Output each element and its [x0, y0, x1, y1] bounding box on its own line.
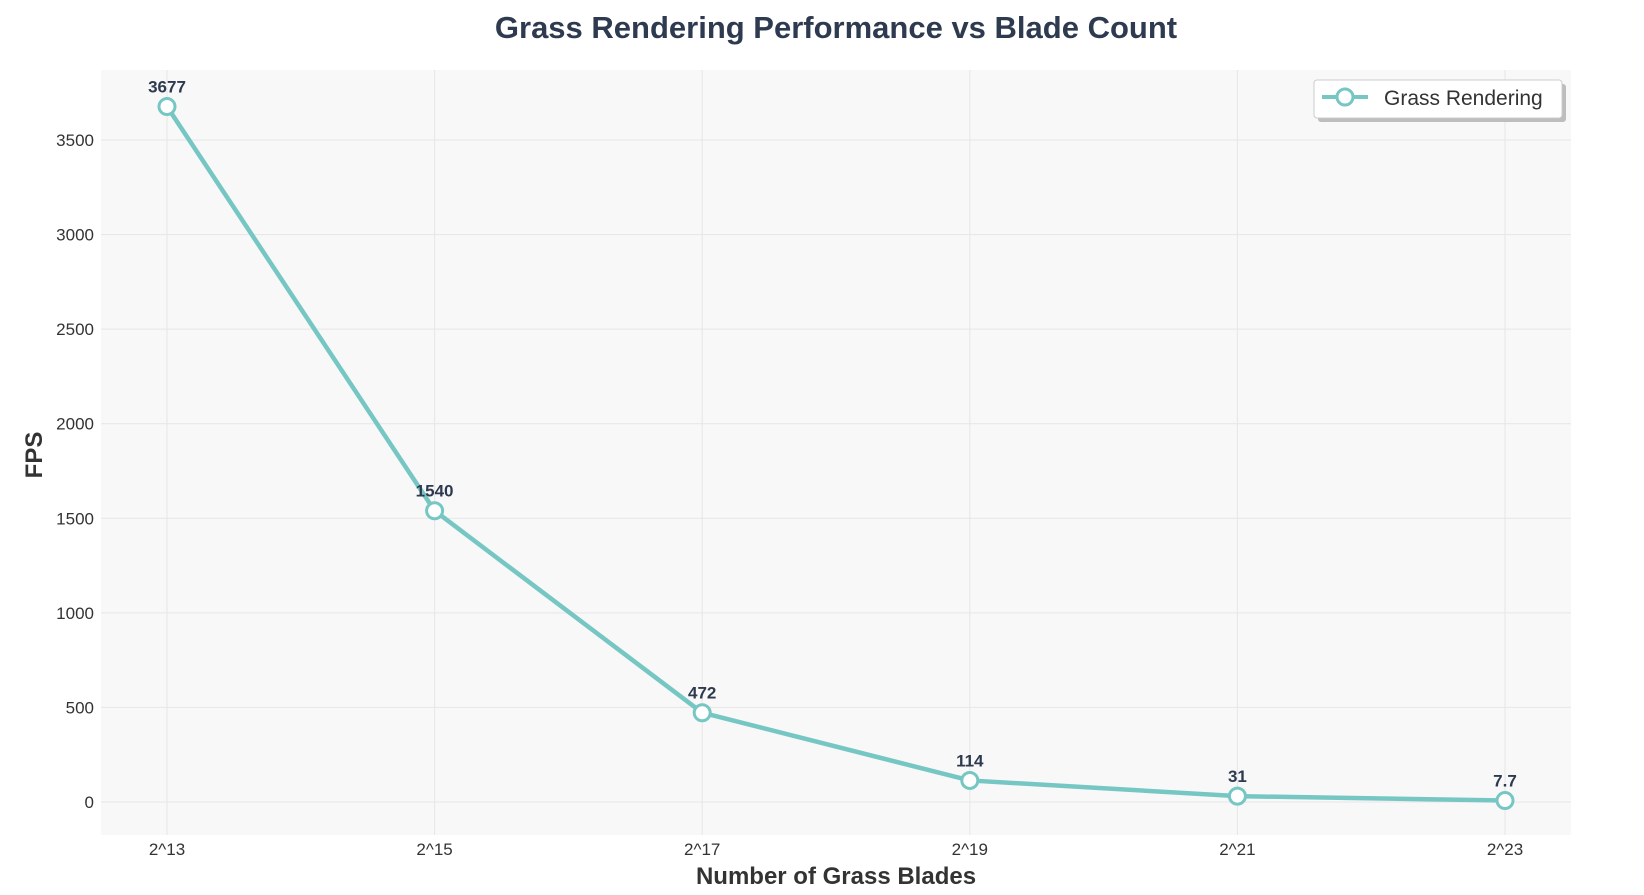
chart-title: Grass Rendering Performance vs Blade Cou… [495, 10, 1177, 45]
y-tick-label: 0 [85, 793, 94, 812]
data-label: 1540 [416, 482, 454, 501]
x-tick-label: 2^13 [149, 840, 185, 859]
plot-area [101, 70, 1571, 835]
data-label: 31 [1228, 767, 1247, 786]
y-axis-ticks: 0 500 1000 1500 2000 2500 3000 3500 [56, 131, 94, 812]
data-point-marker [157, 97, 177, 117]
data-label: 472 [688, 684, 716, 703]
series-line-grass-rendering [164, 104, 1508, 803]
data-point-marker [692, 703, 712, 723]
grid-lines [101, 70, 1571, 835]
data-label: 114 [956, 751, 984, 770]
x-axis-ticks: 2^13 2^15 2^17 2^19 2^21 2^23 [149, 840, 1523, 859]
legend: Grass Rendering [1313, 79, 1566, 122]
legend-marker-icon [1335, 87, 1355, 107]
y-tick-label: 2000 [56, 415, 94, 434]
y-tick-label: 3500 [56, 131, 94, 150]
data-point-marker [960, 770, 980, 790]
y-tick-label: 3000 [56, 226, 94, 245]
data-point-marker [1227, 786, 1247, 806]
x-tick-label: 2^21 [1219, 840, 1255, 859]
x-tick-label: 2^23 [1487, 840, 1523, 859]
legend-box [1313, 79, 1563, 119]
x-tick-label: 2^19 [952, 840, 988, 859]
data-label: 3677 [148, 78, 186, 97]
data-point-marker [1495, 791, 1515, 811]
data-labels: 3677 1540 472 114 31 7.7 [148, 78, 1517, 791]
series-layer [157, 97, 1515, 811]
legend-series-name: Grass Rendering [1384, 87, 1543, 110]
x-tick-label: 2^15 [416, 840, 452, 859]
y-tick-label: 1500 [56, 509, 94, 528]
x-tick-label: 2^17 [684, 840, 720, 859]
data-label: 7.7 [1493, 772, 1517, 791]
y-tick-label: 500 [66, 698, 94, 717]
y-tick-label: 1000 [56, 604, 94, 623]
data-point-marker [425, 501, 445, 521]
x-axis-label: Number of Grass Blades [696, 863, 976, 890]
y-axis-label: FPS [21, 432, 48, 479]
y-tick-label: 2500 [56, 320, 94, 339]
